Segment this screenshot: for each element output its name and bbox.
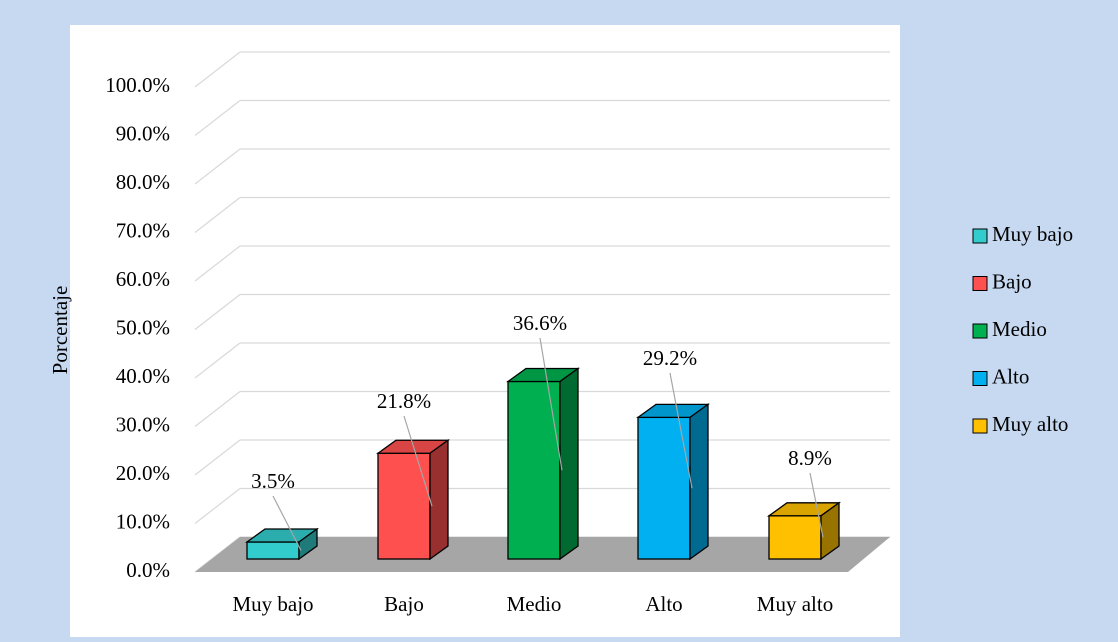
- grid-line-side: [194, 197, 241, 233]
- value-label: 3.5%: [251, 469, 295, 493]
- y-tick-label: 70.0%: [116, 218, 170, 242]
- legend-label: Alto: [992, 364, 1029, 388]
- value-label: 29.2%: [643, 346, 697, 370]
- y-tick-label: 20.0%: [116, 461, 170, 485]
- value-label: 36.6%: [513, 311, 567, 335]
- bar: [507, 380, 561, 560]
- bar-side: [820, 501, 840, 561]
- y-tick-label: 90.0%: [116, 121, 170, 145]
- x-tick-label: Medio: [507, 592, 562, 616]
- bar: [377, 452, 431, 560]
- grid-line-side: [194, 294, 241, 330]
- y-tick-label: 60.0%: [116, 267, 170, 291]
- grid-line-side: [194, 100, 241, 136]
- legend-label: Muy bajo: [992, 222, 1073, 246]
- bar-side: [429, 438, 449, 561]
- x-tick-label: Muy bajo: [232, 592, 313, 616]
- legend-swatch: [972, 418, 988, 434]
- plot-area: [70, 25, 900, 637]
- legend-label: Medio: [992, 317, 1047, 341]
- legend-swatch: [972, 371, 988, 386]
- leader-line: [669, 372, 693, 489]
- bar: [768, 515, 822, 560]
- bar-side: [559, 367, 579, 561]
- legend-label: Muy alto: [992, 412, 1068, 436]
- leader-line: [272, 495, 302, 551]
- grid-line-side: [194, 488, 241, 524]
- grid-line-side: [194, 245, 241, 282]
- leader-line: [539, 337, 563, 471]
- x-tick-label: Muy alto: [757, 592, 833, 616]
- value-label: 8.9%: [788, 446, 832, 470]
- grid-line-side: [194, 342, 241, 379]
- x-tick-label: Bajo: [384, 592, 424, 616]
- legend-swatch: [972, 276, 988, 291]
- legend-swatch: [972, 228, 988, 244]
- value-label: 21.8%: [377, 389, 431, 413]
- legend-label: Bajo: [992, 269, 1032, 293]
- grid-line-side: [194, 148, 241, 185]
- leader-line: [403, 415, 433, 507]
- y-tick-label: 10.0%: [116, 509, 170, 533]
- y-axis-label: Porcentaje: [48, 286, 72, 375]
- bar-side: [298, 527, 318, 561]
- bar: [246, 541, 300, 560]
- bar-side: [689, 403, 709, 561]
- grid-line-side: [194, 439, 241, 476]
- y-tick-label: 30.0%: [116, 412, 170, 436]
- leader-line: [809, 472, 824, 538]
- y-tick-label: 0.0%: [126, 558, 170, 582]
- legend-swatch: [972, 323, 988, 339]
- y-tick-label: 100.0%: [105, 73, 170, 97]
- grid-line-side: [194, 51, 241, 88]
- x-tick-label: Alto: [645, 592, 682, 616]
- y-tick-label: 80.0%: [116, 170, 170, 194]
- y-tick-label: 50.0%: [116, 315, 170, 339]
- y-tick-label: 40.0%: [116, 364, 170, 388]
- grid-line-side: [194, 391, 241, 427]
